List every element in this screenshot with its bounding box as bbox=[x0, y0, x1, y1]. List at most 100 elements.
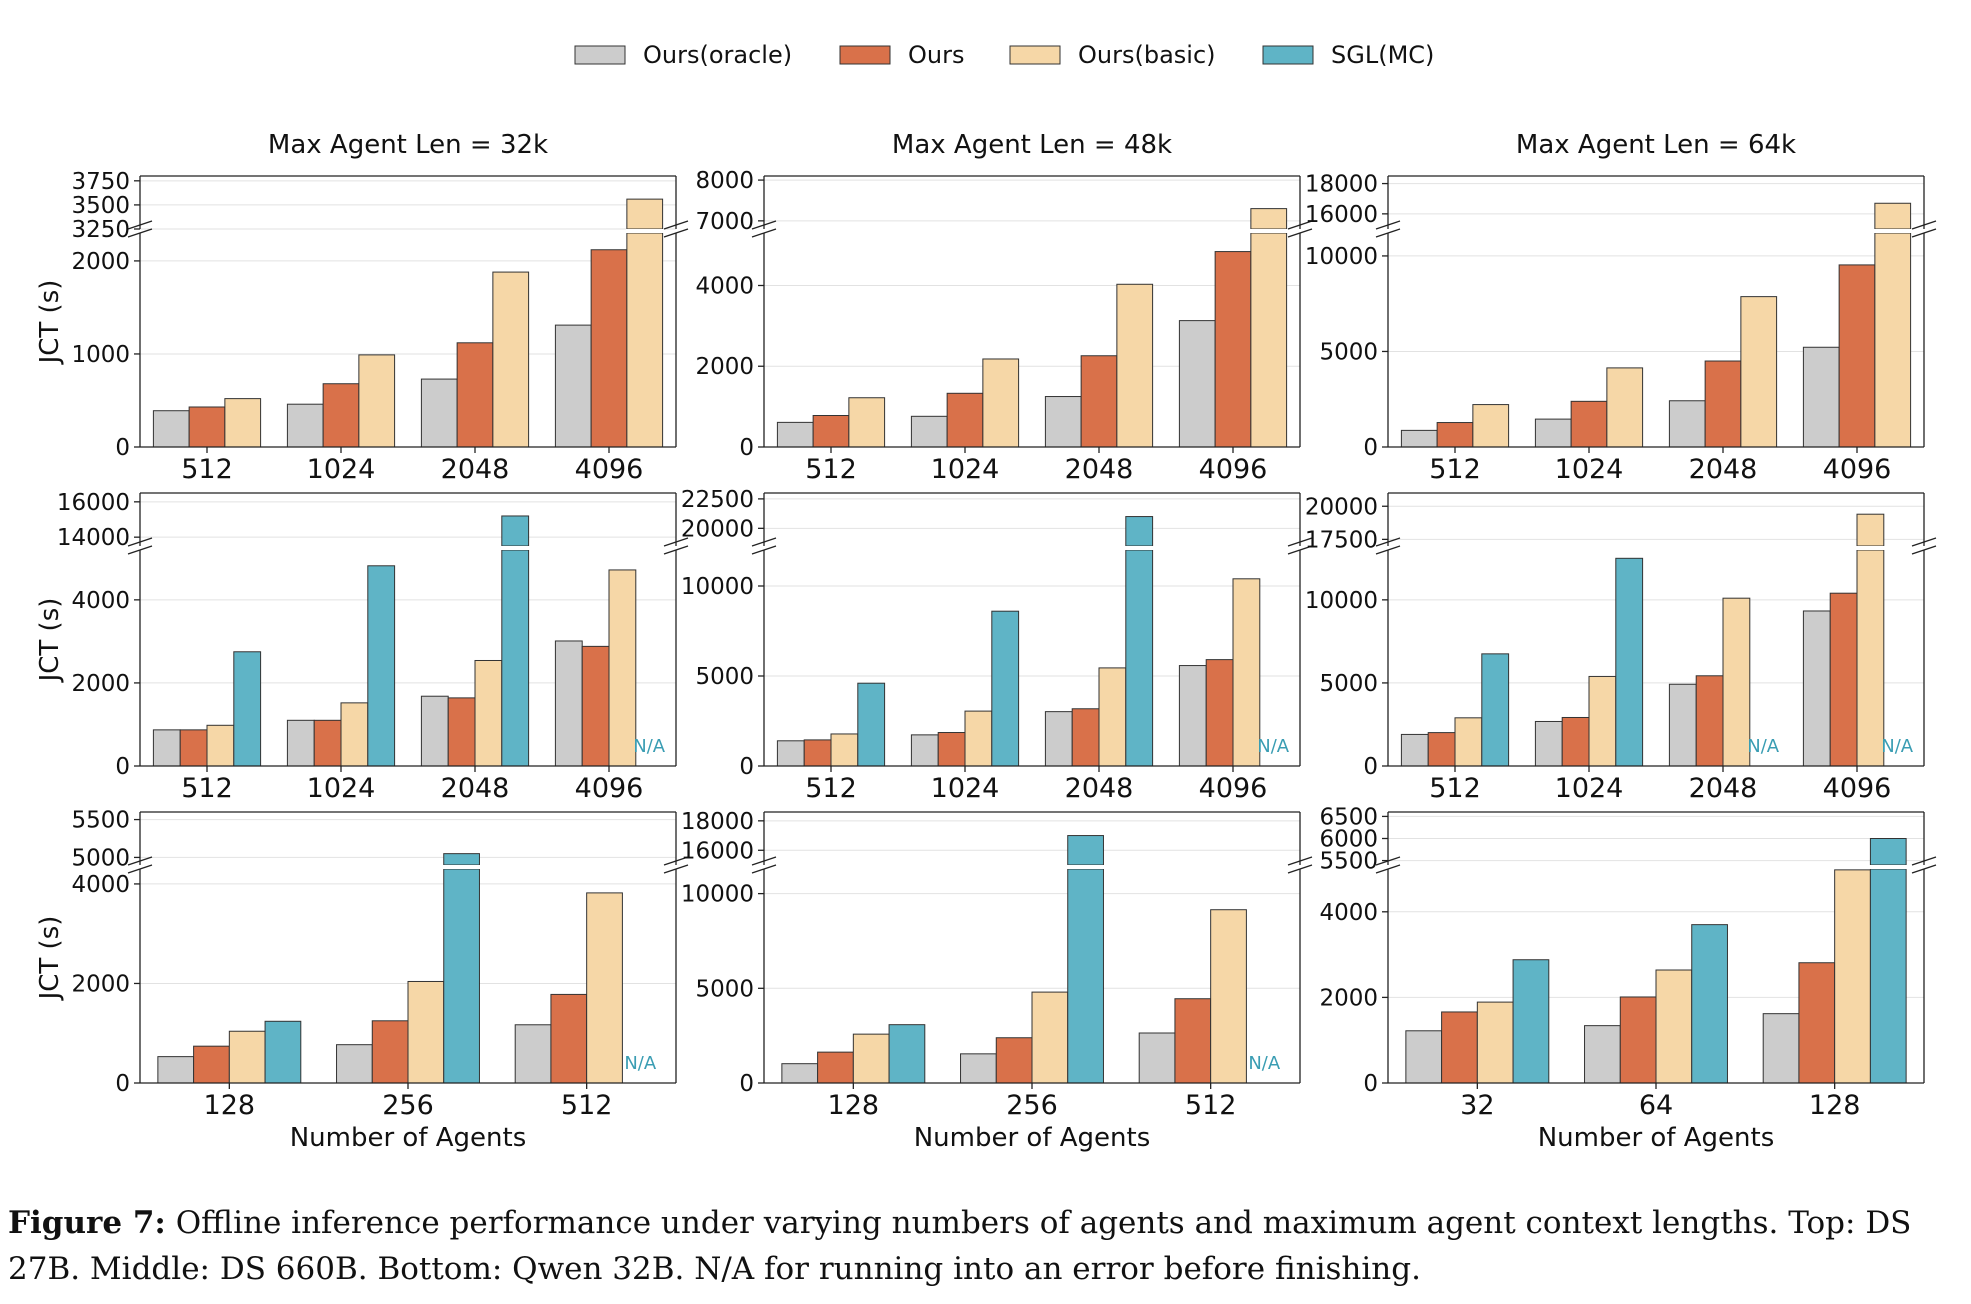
break-mark bbox=[1375, 545, 1401, 555]
bar bbox=[1762, 1013, 1800, 1084]
bar bbox=[1481, 653, 1510, 767]
legend-label-0: Ours(oracle) bbox=[643, 41, 792, 69]
bar bbox=[286, 403, 324, 448]
na-label: N/A bbox=[633, 736, 666, 757]
bar bbox=[991, 610, 1020, 767]
bar bbox=[1125, 549, 1154, 767]
bar bbox=[590, 249, 628, 448]
break-mark bbox=[1911, 856, 1937, 866]
x-tick-label: 4096 bbox=[575, 454, 644, 485]
y-tick-label: 10000 bbox=[1305, 588, 1378, 614]
na-label: N/A bbox=[1257, 736, 1290, 757]
x-tick-label: 2048 bbox=[1689, 773, 1758, 804]
x-axis-label: Number of Agents bbox=[290, 1123, 527, 1153]
bar-break-gap bbox=[1124, 546, 1154, 550]
y-tick-label: 3250 bbox=[71, 217, 130, 243]
x-tick-label: 64 bbox=[1639, 1090, 1673, 1121]
break-mark bbox=[663, 537, 689, 547]
bar bbox=[336, 1044, 373, 1084]
panel-8: N/A 0 5000 10000 16000 18000 128 256 512 Number o… bbox=[681, 809, 1313, 1153]
bar bbox=[443, 868, 480, 1084]
bar bbox=[1829, 592, 1858, 767]
bar bbox=[1178, 665, 1207, 767]
bar-upper bbox=[626, 198, 664, 230]
na-label: N/A bbox=[1248, 1053, 1281, 1074]
break-mark bbox=[127, 220, 153, 230]
bar-break-gap bbox=[1869, 865, 1908, 869]
y-tick-label: 2000 bbox=[71, 249, 130, 275]
bar bbox=[1031, 991, 1069, 1084]
panel-title: Max Agent Len = 64k bbox=[1516, 130, 1796, 160]
bar bbox=[1834, 869, 1871, 1084]
y-tick-label: 18000 bbox=[681, 809, 754, 835]
x-tick-label: 4096 bbox=[1199, 773, 1268, 804]
bar-upper bbox=[1874, 202, 1912, 230]
bar bbox=[937, 732, 966, 767]
x-tick-label: 2048 bbox=[441, 454, 510, 485]
bar bbox=[1668, 400, 1706, 448]
x-tick-label: 1024 bbox=[307, 454, 376, 485]
bar-upper bbox=[1125, 516, 1154, 547]
x-tick-label: 2048 bbox=[1689, 454, 1758, 485]
y-tick-label: 0 bbox=[1363, 1071, 1378, 1097]
bar bbox=[1205, 659, 1234, 767]
bar bbox=[1454, 717, 1483, 767]
bar bbox=[1838, 264, 1876, 448]
y-tick-label: 18000 bbox=[1305, 172, 1378, 198]
y-tick-label: 14000 bbox=[57, 525, 130, 551]
x-tick-label: 512 bbox=[1429, 454, 1481, 485]
bar bbox=[206, 724, 235, 767]
break-mark bbox=[1911, 228, 1937, 238]
bar bbox=[1427, 732, 1456, 767]
y-tick-label: 16000 bbox=[57, 490, 130, 516]
break-mark bbox=[127, 864, 153, 874]
bar bbox=[474, 659, 503, 767]
y-tick-label: 0 bbox=[115, 754, 130, 780]
y-tick-label: 7000 bbox=[695, 209, 754, 235]
break-mark bbox=[751, 545, 777, 555]
bar-break-gap bbox=[1873, 229, 1912, 233]
y-tick-label: 5500 bbox=[1319, 849, 1378, 875]
break-mark bbox=[663, 545, 689, 555]
legend-label-1: Ours bbox=[908, 41, 964, 69]
bar bbox=[946, 392, 984, 448]
y-tick-label: 0 bbox=[739, 435, 754, 461]
break-mark bbox=[663, 864, 689, 874]
bar bbox=[626, 232, 664, 448]
break-mark bbox=[1287, 228, 1313, 238]
legend-swatch-2 bbox=[1009, 45, 1061, 65]
x-tick-label: 4096 bbox=[1823, 454, 1892, 485]
break-mark bbox=[1287, 537, 1313, 547]
bar-break-gap bbox=[625, 229, 664, 233]
y-tick-label: 16000 bbox=[681, 838, 754, 864]
x-axis-label: Number of Agents bbox=[914, 1123, 1151, 1153]
break-mark bbox=[751, 864, 777, 874]
bar bbox=[1584, 1025, 1621, 1084]
panel-3: 0 5000 10000 16000 18000 512 1024 2048 4096 Max A… bbox=[1305, 130, 1937, 485]
y-tick-label: 2000 bbox=[695, 354, 754, 380]
bar bbox=[420, 378, 458, 448]
bar bbox=[781, 1063, 819, 1084]
bar bbox=[910, 734, 939, 767]
y-tick-label: 5000 bbox=[71, 845, 130, 871]
bar bbox=[830, 733, 859, 767]
break-mark bbox=[1375, 864, 1401, 874]
y-axis-label: JCT (s) bbox=[35, 280, 65, 366]
bar-upper bbox=[501, 515, 530, 547]
bar-upper bbox=[1856, 513, 1885, 547]
bar bbox=[1561, 716, 1590, 767]
x-tick-label: 512 bbox=[1429, 773, 1481, 804]
x-tick-label: 256 bbox=[382, 1090, 434, 1121]
x-tick-label: 2048 bbox=[1065, 773, 1134, 804]
bar bbox=[492, 271, 530, 448]
y-tick-label: 10000 bbox=[681, 882, 754, 908]
x-tick-label: 512 bbox=[181, 773, 233, 804]
x-tick-label: 1024 bbox=[931, 454, 1000, 485]
x-axis-label: Number of Agents bbox=[1538, 1123, 1775, 1153]
bar bbox=[501, 549, 530, 767]
x-tick-label: 128 bbox=[828, 1090, 880, 1121]
bar bbox=[581, 645, 610, 767]
